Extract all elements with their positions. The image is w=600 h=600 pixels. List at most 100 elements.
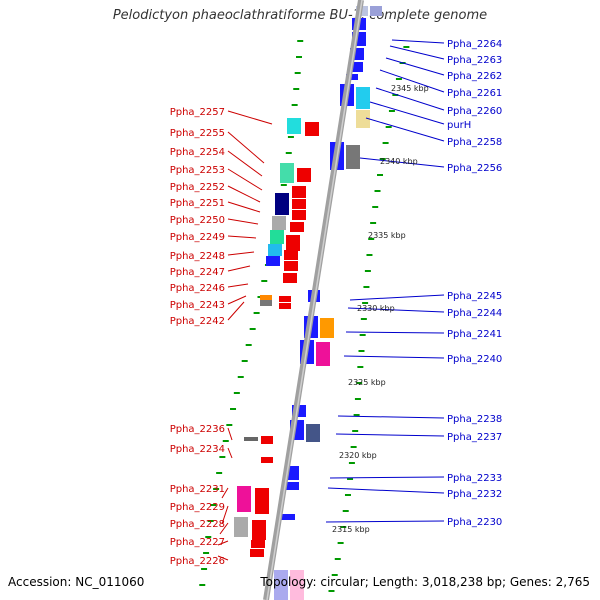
gene-feature [356,87,370,109]
tick-mark [382,142,389,144]
tick-mark [213,488,220,490]
scale-label: 2325 kbp [348,378,386,387]
tick-mark [201,568,208,570]
gene-feature [244,437,258,441]
gene-feature [290,222,304,232]
tick-mark [291,104,298,106]
gene-label: Ppha_2228 [170,519,225,530]
gene-label: Ppha_2245 [447,291,502,302]
label-leaders [217,39,445,561]
tick-mark [362,302,369,304]
tick-mark [205,536,212,538]
tick-mark [360,318,367,320]
scale-label: 2345 kbp [391,84,429,93]
label-leader [375,87,445,111]
tick-mark [350,446,357,448]
tick-mark [363,286,370,288]
tick-mark [253,312,260,314]
gene-feature [250,549,264,557]
gene-feature [286,235,300,251]
gene-label: Ppha_2236 [170,424,225,435]
gene-feature [346,145,360,169]
gene-feature [279,296,291,302]
genome-backbone-highlight [266,0,363,600]
gene-label: Ppha_2250 [170,215,225,226]
tick-mark [340,526,347,528]
tick-mark [219,456,226,458]
gene-feature [266,256,280,266]
gene-feature [280,163,294,183]
tick-mark [374,190,381,192]
tick-mark [358,350,365,352]
label-leader [227,218,259,225]
gene-labels: Ppha_2264 Ppha_2263 Ppha_2262 Ppha_2261 Ppha… [170,39,503,567]
tick-mark [294,72,301,74]
scale-label: 2315 kbp [332,525,370,534]
tick-mark [372,206,379,208]
label-leader [227,168,263,191]
tick-mark [354,398,361,400]
label-leader [369,101,445,125]
gene-label: Ppha_2252 [170,182,225,193]
tick-mark [370,222,377,224]
tick-mark [337,542,344,544]
gene-feature [287,118,301,134]
tick-mark [331,574,338,576]
gene-feature [281,514,295,520]
tick-mark [210,504,217,506]
tick-mark [388,110,395,112]
label-leader [221,505,229,525]
gene-label: Ppha_2255 [170,128,225,139]
label-leader [217,555,229,561]
gene-feature [275,193,289,215]
tick-mark [261,280,268,282]
gene-label: Ppha_2234 [170,444,225,455]
label-leader [389,45,445,60]
gene-feature [283,273,297,283]
tick-mark [379,158,386,160]
tick-mark [226,424,233,426]
gene-feature [370,6,382,16]
gene-feature [292,199,306,209]
label-leader [227,185,261,203]
gene-label: Ppha_2251 [170,198,225,209]
gene-label: Ppha_2253 [170,165,225,176]
gene-label: Ppha_2240 [447,354,502,365]
gene-feature [261,457,273,463]
gene-feature [305,122,319,136]
label-leader [337,415,445,419]
gene-label: Ppha_2254 [170,147,225,158]
tick-mark [216,472,223,474]
tick-mark [280,184,287,186]
gene-feature [270,230,284,244]
gene-label: Ppha_2261 [447,88,502,99]
tick-mark [392,94,399,96]
gene-feature [285,482,299,490]
label-leader [391,39,445,44]
gene-feature [292,186,306,198]
gene-feature [320,318,334,338]
label-leader [379,69,445,93]
tick-mark [237,376,244,378]
tick-mark [334,558,341,560]
gene-label: Ppha_2241 [447,329,502,340]
tick-mark [241,360,248,362]
gene-feature [316,342,330,366]
gene-feature [237,486,251,512]
tick-mark [385,126,392,128]
label-leader [335,433,445,437]
tick-mark [364,270,371,272]
tick-mark [348,462,355,464]
gene-label: Ppha_2233 [447,473,502,484]
tick-mark [249,328,256,330]
map-title: Pelodictyon phaeoclathratiforme BU-1, co… [112,8,488,23]
gene-feature [346,74,358,80]
tick-mark [353,414,360,416]
tick-mark [352,430,359,432]
gene-label: Ppha_2260 [447,106,502,117]
label-leader [359,157,445,168]
tick-mark [356,382,363,384]
label-leader [347,307,445,313]
gene-feature [306,424,320,442]
tick-mark [222,440,229,442]
